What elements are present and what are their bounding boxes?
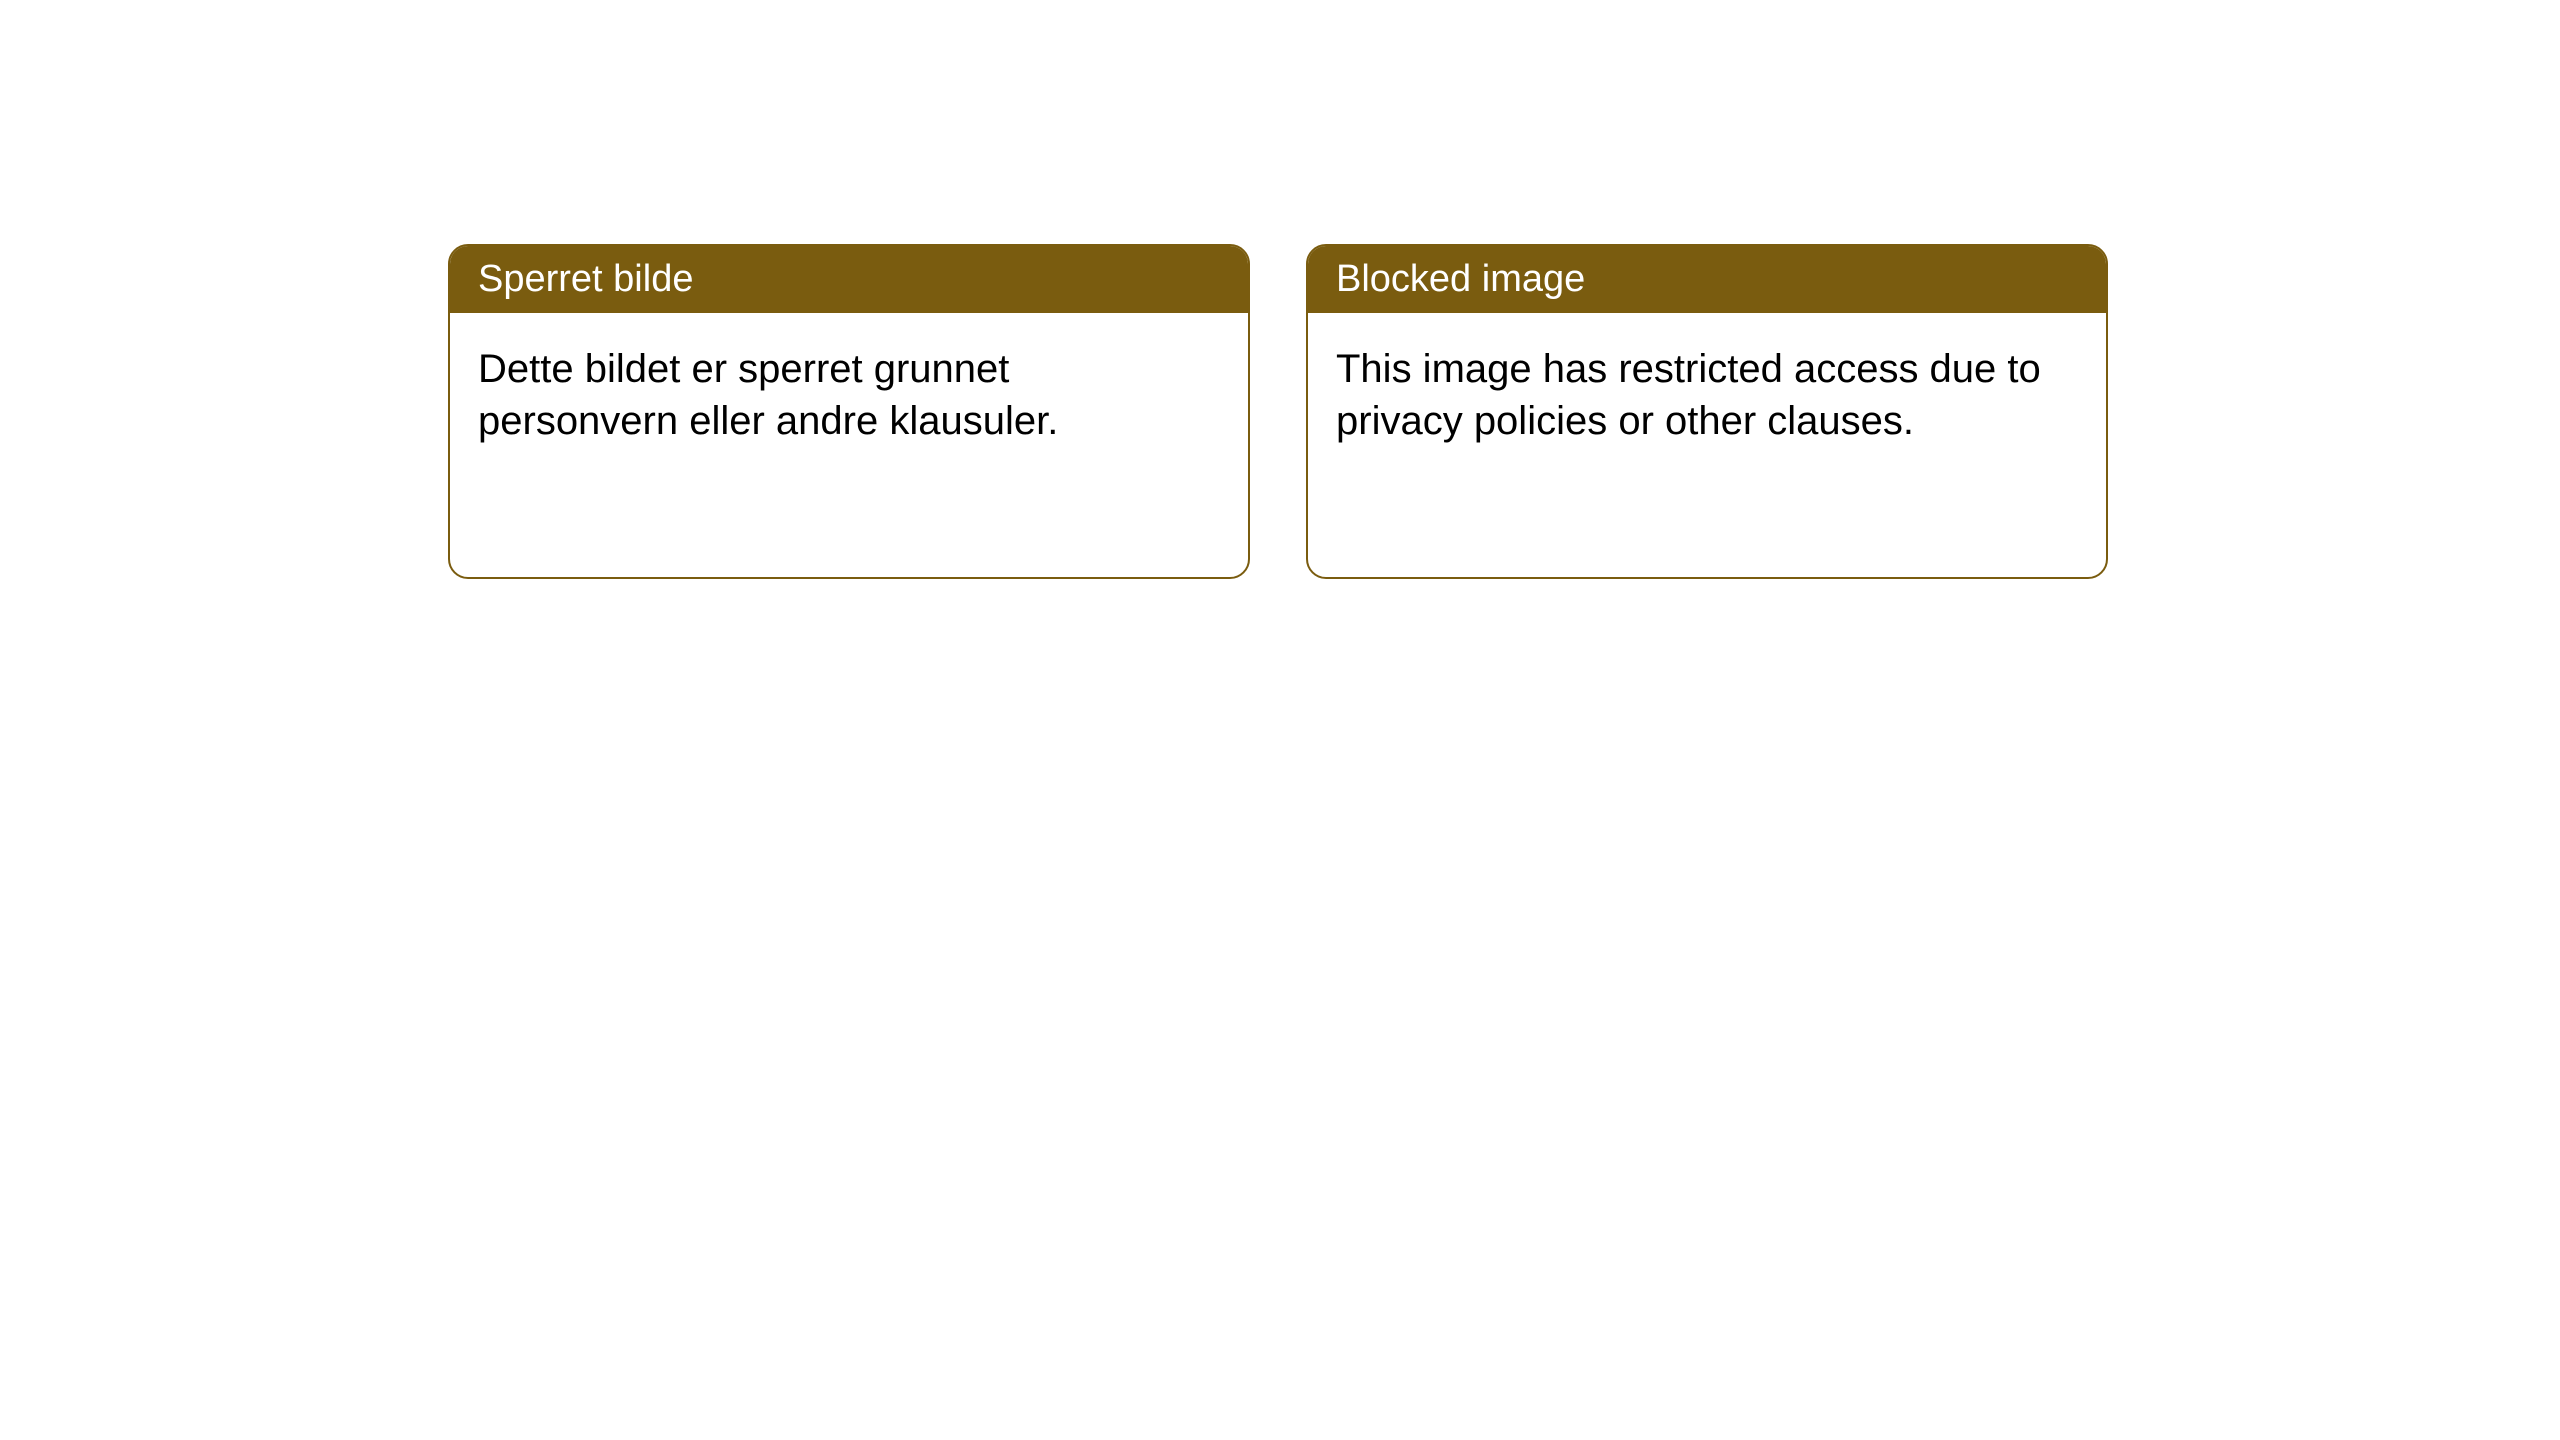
- notice-card-body: Dette bildet er sperret grunnet personve…: [450, 313, 1248, 477]
- notice-card-header: Sperret bilde: [450, 246, 1248, 313]
- notice-card-title: Sperret bilde: [478, 258, 693, 300]
- notice-card-english: Blocked image This image has restricted …: [1306, 244, 2108, 579]
- notice-card-text: This image has restricted access due to …: [1336, 347, 2041, 443]
- notice-card-title: Blocked image: [1336, 258, 1585, 300]
- notice-card-header: Blocked image: [1308, 246, 2106, 313]
- notice-cards-container: Sperret bilde Dette bildet er sperret gr…: [448, 244, 2108, 579]
- notice-card-norwegian: Sperret bilde Dette bildet er sperret gr…: [448, 244, 1250, 579]
- notice-card-body: This image has restricted access due to …: [1308, 313, 2106, 477]
- notice-card-text: Dette bildet er sperret grunnet personve…: [478, 347, 1058, 443]
